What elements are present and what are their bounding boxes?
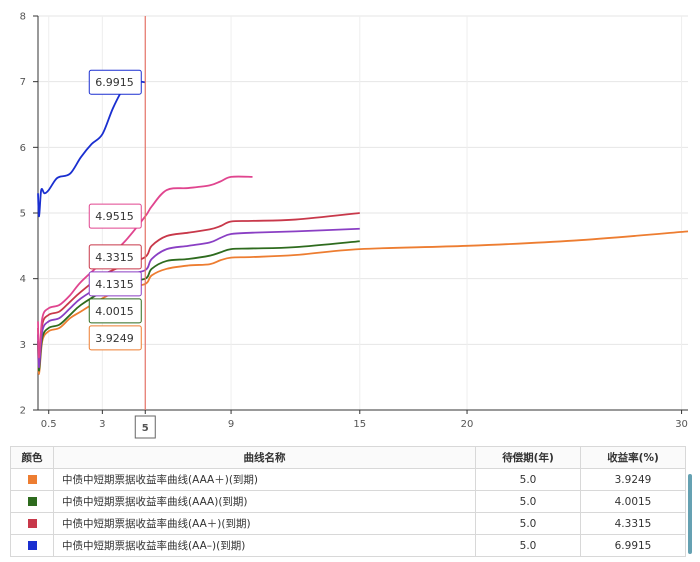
- y-tick-label: 3: [20, 340, 26, 351]
- color-cell: [10, 534, 54, 557]
- color-swatch: [27, 541, 37, 550]
- table-scrollbar[interactable]: [688, 474, 692, 554]
- yield-curve-chart[interactable]: 2 3 4 5 6 7 8 0.5 3 9 15 20 30 5 6.9915 4.9515 4.3315 4.1…: [0, 0, 700, 440]
- cursor-x-label-box: [134, 415, 156, 439]
- series-line: [37, 212, 360, 365]
- y-tick-label: 5: [20, 209, 26, 220]
- x-tick-label: 20: [461, 419, 474, 430]
- term-cell: 5.0: [475, 512, 581, 535]
- tooltip: 3.9249: [88, 325, 142, 351]
- tooltip-value: 4.1315: [95, 278, 134, 291]
- y-tick-label: 8: [20, 12, 26, 23]
- color-cell: [10, 512, 54, 535]
- curve-name-cell: 中债中短期票据收益率曲线(AAA)(到期): [53, 490, 476, 513]
- tooltip-value: 6.9915: [95, 76, 134, 89]
- x-tick-label: 3: [99, 419, 105, 430]
- y-tick-label: 6: [20, 143, 26, 154]
- curve-name-cell: 中债中短期票据收益率曲线(AAA＋)(到期): [53, 468, 476, 491]
- color-swatch: [27, 475, 37, 484]
- tooltip-box: [88, 203, 142, 229]
- series-line: [37, 175, 253, 359]
- x-tick-label: 30: [675, 419, 688, 430]
- curve-name-cell: 中债中短期票据收益率曲线(AA–)(到期): [53, 534, 476, 557]
- header-yield: 收益率(%): [580, 446, 686, 469]
- tooltip-value: 4.3315: [95, 251, 134, 264]
- term-cell: 5.0: [475, 468, 581, 491]
- color-cell: [10, 468, 54, 491]
- series-line: [37, 227, 360, 369]
- tooltip-box: [88, 244, 142, 270]
- yield-cell: 4.3315: [580, 512, 686, 535]
- tooltip-box: [88, 325, 142, 351]
- y-tick-label: 4: [20, 274, 26, 285]
- table-row[interactable]: 中债中短期票据收益率曲线(AAA)(到期) 5.0 4.0015: [10, 490, 686, 513]
- tooltip-value: 4.0015: [95, 305, 134, 318]
- tooltip: 6.9915: [88, 69, 142, 95]
- term-cell: 5.0: [475, 490, 581, 513]
- yield-cell: 4.0015: [580, 490, 686, 513]
- header-term: 待偿期(年): [475, 446, 581, 469]
- term-cell: 5.0: [475, 534, 581, 557]
- tooltip: 4.0015: [88, 298, 142, 324]
- tooltip: 4.9515: [88, 203, 142, 229]
- table-header-row: 颜色 曲线名称 待偿期(年) 收益率(%): [10, 446, 686, 469]
- y-tick-label: 7: [20, 77, 26, 88]
- color-cell: [10, 490, 54, 513]
- tooltip-box: [88, 271, 142, 297]
- x-tick-label: 9: [228, 419, 234, 430]
- tooltip-value: 3.9249: [95, 332, 134, 345]
- curve-table-container: 颜色 曲线名称 待偿期(年) 收益率(%) 中债中短期票据收益率曲线(AAA＋)…: [10, 446, 686, 558]
- x-tick-label: 15: [353, 419, 366, 430]
- tooltip: 4.3315: [88, 244, 142, 270]
- yield-cell: 3.9249: [580, 468, 686, 491]
- cursor-x-label: 5: [142, 423, 149, 434]
- table-row[interactable]: 中债中短期票据收益率曲线(AA–)(到期) 5.0 6.9915: [10, 534, 686, 557]
- series-line: [37, 240, 360, 372]
- table-row[interactable]: 中债中短期票据收益率曲线(AAA＋)(到期) 5.0 3.9249: [10, 468, 686, 491]
- tooltip-box: [88, 69, 142, 95]
- header-color: 颜色: [10, 446, 54, 469]
- tooltip: 4.1315: [88, 271, 142, 297]
- tooltip-box: [88, 298, 142, 324]
- x-tick-label: 0.5: [41, 419, 57, 430]
- color-swatch: [27, 497, 37, 506]
- yield-cell: 6.9915: [580, 534, 686, 557]
- color-swatch: [27, 519, 37, 528]
- y-tick-label: 2: [20, 406, 26, 417]
- table-row[interactable]: 中债中短期票据收益率曲线(AA＋)(到期) 5.0 4.3315: [10, 512, 686, 535]
- tooltip-value: 4.9515: [95, 210, 134, 223]
- header-curve-name: 曲线名称: [53, 446, 476, 469]
- series-line: [37, 80, 146, 218]
- series-line: [37, 230, 689, 375]
- curve-table: 颜色 曲线名称 待偿期(年) 收益率(%) 中债中短期票据收益率曲线(AAA＋)…: [10, 446, 686, 557]
- curve-name-cell: 中债中短期票据收益率曲线(AA＋)(到期): [53, 512, 476, 535]
